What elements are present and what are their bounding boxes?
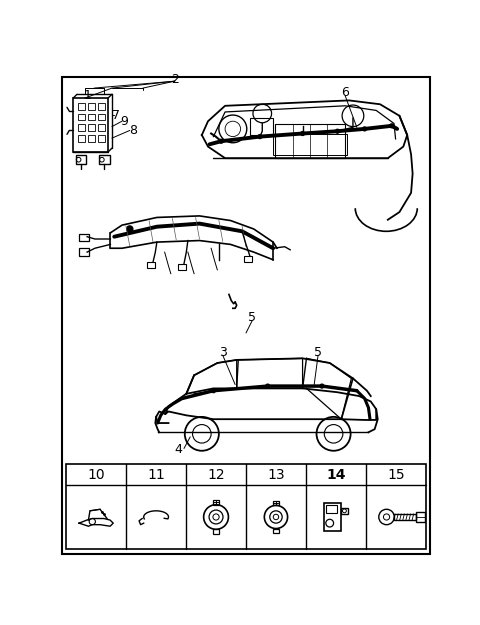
Bar: [244, 256, 252, 262]
Circle shape: [266, 384, 270, 388]
Bar: [213, 529, 219, 534]
Text: 7: 7: [112, 109, 120, 121]
Bar: [273, 134, 347, 155]
Bar: [250, 118, 273, 135]
Bar: [273, 529, 279, 533]
Circle shape: [336, 129, 339, 133]
Text: 1: 1: [83, 89, 91, 101]
Text: 10: 10: [87, 468, 105, 482]
Bar: [98, 114, 105, 121]
Bar: [79, 248, 89, 256]
Circle shape: [219, 139, 223, 143]
Bar: [394, 514, 416, 520]
Bar: [73, 98, 108, 152]
Text: 3: 3: [219, 346, 227, 359]
Bar: [213, 500, 219, 504]
Bar: [78, 135, 85, 142]
Text: 6: 6: [341, 86, 349, 99]
Text: 2: 2: [171, 73, 179, 86]
Bar: [78, 102, 85, 109]
Circle shape: [362, 127, 367, 131]
Bar: [88, 135, 95, 142]
Bar: [88, 114, 95, 121]
Circle shape: [300, 132, 304, 136]
Text: 5: 5: [314, 346, 322, 359]
Text: 14: 14: [326, 468, 346, 482]
Bar: [147, 262, 155, 268]
Circle shape: [212, 389, 216, 392]
Text: 15: 15: [387, 468, 405, 482]
Text: 11: 11: [147, 468, 165, 482]
Bar: [276, 124, 345, 158]
Bar: [324, 503, 340, 531]
Bar: [273, 501, 279, 506]
Bar: [340, 508, 348, 514]
Text: 13: 13: [267, 468, 285, 482]
Circle shape: [258, 134, 262, 139]
Circle shape: [390, 124, 394, 127]
Bar: [88, 102, 95, 109]
Circle shape: [127, 226, 133, 232]
Bar: [98, 135, 105, 142]
Text: 9: 9: [120, 115, 128, 128]
Bar: [178, 264, 186, 270]
Bar: [88, 124, 95, 131]
Bar: [416, 512, 425, 522]
Text: 4: 4: [175, 444, 182, 456]
Bar: [78, 114, 85, 121]
Bar: [66, 464, 426, 549]
Circle shape: [320, 384, 324, 388]
Text: 12: 12: [207, 468, 225, 482]
Text: 8: 8: [129, 124, 137, 137]
Bar: [98, 102, 105, 109]
Bar: [98, 124, 105, 131]
Bar: [99, 155, 109, 164]
Bar: [75, 155, 86, 164]
Bar: [326, 506, 337, 513]
Bar: [78, 124, 85, 131]
Bar: [79, 234, 89, 241]
Text: 5: 5: [248, 311, 256, 324]
